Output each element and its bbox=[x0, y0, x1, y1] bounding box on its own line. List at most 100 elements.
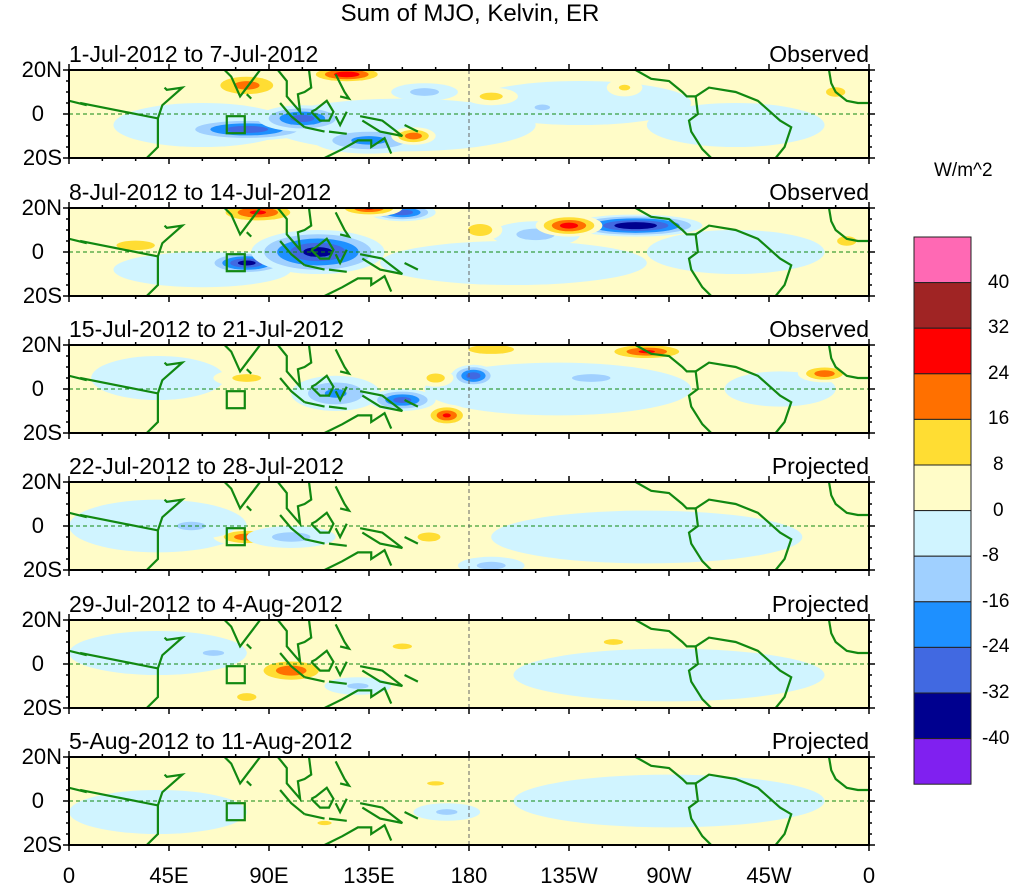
coastline bbox=[69, 99, 88, 107]
coastline bbox=[304, 264, 325, 271]
coastline bbox=[404, 124, 419, 133]
y-tick-label: 20S bbox=[22, 695, 62, 720]
map-panel-6 bbox=[63, 751, 875, 851]
coastline bbox=[69, 374, 88, 382]
region-box bbox=[225, 390, 246, 410]
x-tick-label: 90W bbox=[646, 863, 692, 888]
panel-status: Projected bbox=[771, 453, 869, 479]
coastline bbox=[635, 482, 696, 510]
colorbar-swatch bbox=[913, 373, 972, 420]
colorbar-units: W/m^2 bbox=[934, 160, 993, 181]
coastline bbox=[279, 102, 306, 129]
coastline bbox=[222, 208, 264, 237]
coastline bbox=[328, 405, 347, 410]
coastline bbox=[827, 208, 869, 243]
anomaly-contour bbox=[347, 683, 369, 689]
anomaly-contour bbox=[468, 345, 515, 354]
x-tick-label: 180 bbox=[450, 863, 488, 888]
colorbar-swatch bbox=[913, 601, 972, 648]
anomaly-contour bbox=[333, 71, 360, 78]
panel-status: Observed bbox=[769, 316, 869, 342]
coastline bbox=[404, 811, 419, 820]
coastline bbox=[334, 798, 348, 815]
coastline bbox=[687, 783, 712, 845]
coastline bbox=[827, 620, 869, 655]
anomaly-contour bbox=[232, 374, 262, 382]
anomaly-contour bbox=[237, 260, 256, 266]
panel-title: 8-Jul-2012 to 14-Jul-2012 bbox=[69, 179, 332, 205]
anomaly-contour bbox=[476, 561, 506, 570]
coastline bbox=[79, 635, 186, 670]
coastline bbox=[328, 817, 347, 822]
coastline bbox=[79, 360, 186, 395]
anomaly-contour bbox=[513, 648, 825, 702]
coastline bbox=[359, 253, 404, 276]
colorbar-swatch bbox=[913, 692, 972, 740]
coastline bbox=[359, 115, 404, 138]
coastline bbox=[328, 542, 347, 547]
coastline bbox=[69, 786, 88, 794]
colorbar-label: 40 bbox=[988, 271, 1010, 293]
coastline bbox=[359, 802, 404, 825]
colorbar-label: 8 bbox=[993, 454, 1004, 475]
coastline bbox=[146, 668, 159, 708]
colorbar-swatch bbox=[913, 646, 972, 694]
coastline bbox=[246, 643, 252, 650]
coastline bbox=[279, 652, 306, 679]
x-tick-label: 0 bbox=[62, 863, 76, 888]
y-tick-label: 0 bbox=[31, 101, 44, 126]
coastline bbox=[69, 511, 88, 519]
coastline bbox=[687, 371, 712, 433]
coastline bbox=[695, 636, 793, 708]
coastline bbox=[310, 511, 335, 534]
coastline bbox=[359, 665, 404, 688]
y-tick-label: 20S bbox=[22, 557, 62, 582]
anomaly-contour bbox=[353, 208, 385, 213]
coastline bbox=[404, 262, 419, 271]
coastline bbox=[310, 786, 335, 809]
coastline bbox=[277, 345, 314, 391]
coastline bbox=[310, 99, 335, 122]
panel-title: 29-Jul-2012 to 4-Aug-2012 bbox=[69, 591, 343, 617]
coastline bbox=[246, 505, 252, 512]
y-tick-label: 20N bbox=[21, 607, 62, 632]
coastline bbox=[687, 646, 712, 708]
panel-status: Observed bbox=[769, 179, 869, 205]
coastline bbox=[695, 361, 793, 433]
anomaly-contour bbox=[417, 532, 441, 542]
coastline bbox=[222, 620, 264, 649]
region-box bbox=[225, 527, 246, 547]
coastline bbox=[695, 773, 793, 845]
y-tick-label: 0 bbox=[31, 788, 44, 813]
coastline bbox=[69, 237, 88, 245]
anomaly-contour bbox=[491, 510, 803, 564]
y-tick-label: 20S bbox=[22, 283, 62, 308]
region-box bbox=[225, 665, 246, 685]
coastline bbox=[334, 211, 352, 239]
coastline bbox=[279, 789, 306, 816]
anomaly-contour bbox=[814, 370, 835, 377]
anomaly-contour bbox=[237, 693, 257, 701]
anomaly-contour bbox=[646, 103, 825, 147]
anomaly-contour bbox=[116, 240, 155, 251]
coastline bbox=[695, 498, 793, 570]
coastline bbox=[324, 274, 393, 296]
coastline bbox=[279, 240, 306, 267]
coastline bbox=[324, 411, 393, 433]
y-tick-label: 0 bbox=[31, 239, 44, 264]
coastline bbox=[277, 482, 314, 528]
map-panel-3 bbox=[63, 339, 875, 439]
coastline bbox=[334, 623, 352, 651]
coastline bbox=[246, 231, 252, 238]
anomaly-contour bbox=[225, 125, 269, 133]
coastline bbox=[79, 497, 186, 532]
x-tick-label: 135W bbox=[540, 863, 598, 888]
coastline bbox=[635, 70, 696, 98]
coastline bbox=[827, 757, 869, 792]
coastline bbox=[827, 345, 869, 380]
coastline bbox=[146, 256, 159, 296]
coastline bbox=[328, 268, 347, 273]
coastline bbox=[324, 548, 393, 570]
coastline bbox=[359, 527, 404, 550]
coastline bbox=[304, 676, 325, 683]
